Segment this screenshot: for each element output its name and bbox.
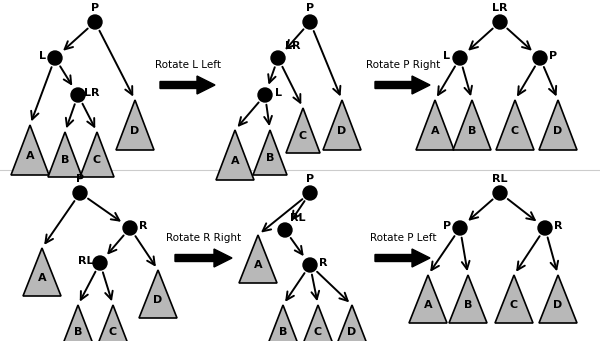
Text: C: C [510, 300, 518, 310]
Text: Rotate L Left: Rotate L Left [155, 60, 221, 70]
Text: D: D [130, 126, 140, 136]
Text: LR: LR [84, 88, 100, 98]
Text: C: C [109, 327, 117, 337]
Circle shape [453, 51, 467, 65]
Polygon shape [409, 275, 447, 323]
Polygon shape [323, 100, 361, 150]
Text: A: A [424, 300, 433, 310]
Circle shape [453, 221, 467, 235]
Text: C: C [314, 327, 322, 337]
Text: A: A [230, 156, 239, 166]
Text: Rotate P Right: Rotate P Right [366, 60, 440, 70]
Circle shape [73, 186, 87, 200]
Text: P: P [306, 3, 314, 13]
Text: B: B [74, 327, 82, 337]
Polygon shape [48, 132, 82, 177]
Circle shape [71, 88, 85, 102]
Text: LR: LR [285, 41, 301, 51]
Text: L: L [443, 51, 451, 61]
FancyArrow shape [375, 249, 430, 267]
Polygon shape [539, 275, 577, 323]
Text: B: B [279, 327, 287, 337]
Text: A: A [26, 151, 34, 161]
Text: B: B [266, 153, 274, 163]
Polygon shape [216, 130, 254, 180]
Polygon shape [286, 108, 320, 153]
Text: B: B [468, 126, 476, 136]
Text: R: R [139, 221, 147, 231]
Text: R: R [554, 221, 562, 231]
Text: D: D [553, 126, 563, 136]
Text: P: P [549, 51, 557, 61]
Text: P: P [443, 221, 451, 231]
Polygon shape [453, 100, 491, 150]
Polygon shape [496, 100, 534, 150]
Text: RL: RL [492, 174, 508, 184]
Text: P: P [76, 174, 84, 184]
Circle shape [271, 51, 285, 65]
FancyArrow shape [175, 249, 232, 267]
Polygon shape [416, 100, 454, 150]
Polygon shape [301, 305, 335, 341]
Text: L: L [38, 51, 46, 61]
Polygon shape [253, 130, 287, 175]
Text: Rotate P Left: Rotate P Left [370, 233, 436, 243]
Circle shape [493, 186, 507, 200]
Polygon shape [139, 270, 177, 318]
FancyArrow shape [375, 76, 430, 94]
Circle shape [258, 88, 272, 102]
Polygon shape [96, 305, 130, 341]
Text: R: R [319, 258, 327, 268]
Text: LR: LR [492, 3, 508, 13]
Polygon shape [80, 132, 114, 177]
Text: A: A [431, 126, 439, 136]
Circle shape [88, 15, 102, 29]
Circle shape [538, 221, 552, 235]
Circle shape [303, 258, 317, 272]
Text: RL: RL [78, 256, 94, 266]
Text: Rotate R Right: Rotate R Right [166, 233, 242, 243]
Text: D: D [154, 295, 163, 305]
Text: D: D [553, 300, 563, 310]
Text: B: B [464, 300, 472, 310]
Polygon shape [335, 305, 369, 341]
Circle shape [278, 223, 292, 237]
Polygon shape [449, 275, 487, 323]
Circle shape [493, 15, 507, 29]
Text: P: P [91, 3, 99, 13]
Polygon shape [61, 305, 95, 341]
Text: C: C [511, 126, 519, 136]
Text: P: P [306, 174, 314, 184]
Text: D: D [347, 327, 356, 337]
Circle shape [303, 15, 317, 29]
Circle shape [303, 186, 317, 200]
Polygon shape [266, 305, 300, 341]
Text: A: A [38, 273, 46, 283]
Text: D: D [337, 126, 347, 136]
Text: RL: RL [290, 213, 306, 223]
Text: A: A [254, 260, 262, 270]
Polygon shape [239, 235, 277, 283]
Text: C: C [93, 155, 101, 165]
Circle shape [93, 256, 107, 270]
Polygon shape [23, 248, 61, 296]
Polygon shape [495, 275, 533, 323]
Circle shape [48, 51, 62, 65]
Polygon shape [116, 100, 154, 150]
Text: B: B [61, 155, 69, 165]
Polygon shape [11, 125, 49, 175]
Text: L: L [275, 88, 281, 98]
Circle shape [123, 221, 137, 235]
Polygon shape [539, 100, 577, 150]
Text: C: C [299, 131, 307, 141]
Circle shape [533, 51, 547, 65]
FancyArrow shape [160, 76, 215, 94]
